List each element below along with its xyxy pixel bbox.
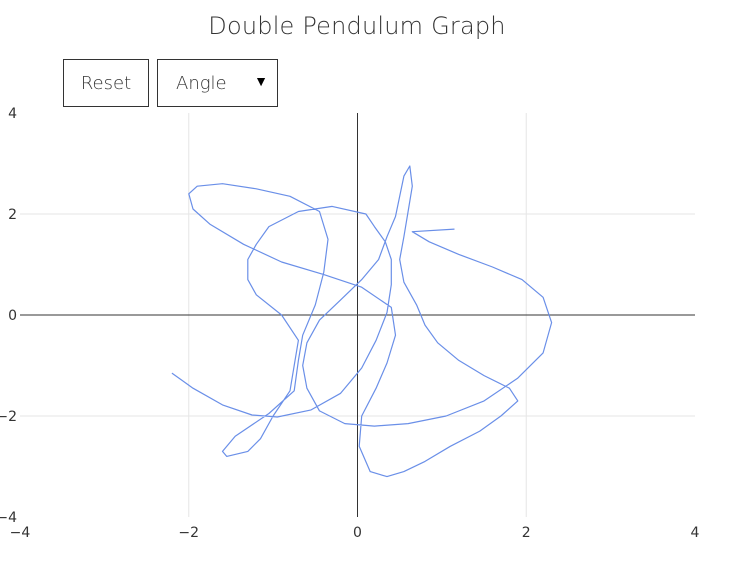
x-tick-label: −4 <box>10 525 31 541</box>
x-tick-label: 2 <box>522 525 531 541</box>
x-tick-label: 0 <box>353 525 362 541</box>
reset-button[interactable]: Reset <box>63 59 149 107</box>
caret-down-icon: ▼ <box>254 74 268 90</box>
y-tick-label: −2 <box>0 409 17 425</box>
chart-title: Double Pendulum Graph <box>208 12 506 40</box>
y-tick-label: 2 <box>8 207 17 223</box>
y-tick-label: 4 <box>8 106 17 122</box>
x-tick-label: −2 <box>178 525 199 541</box>
mode-select[interactable]: Angle ▼ <box>157 59 278 107</box>
y-tick-label: 0 <box>8 308 17 324</box>
pendulum-trace-line <box>171 165 553 478</box>
x-tick-label: 4 <box>691 525 700 541</box>
mode-select-value: Angle <box>176 72 227 94</box>
y-tick-label: −4 <box>0 510 17 526</box>
